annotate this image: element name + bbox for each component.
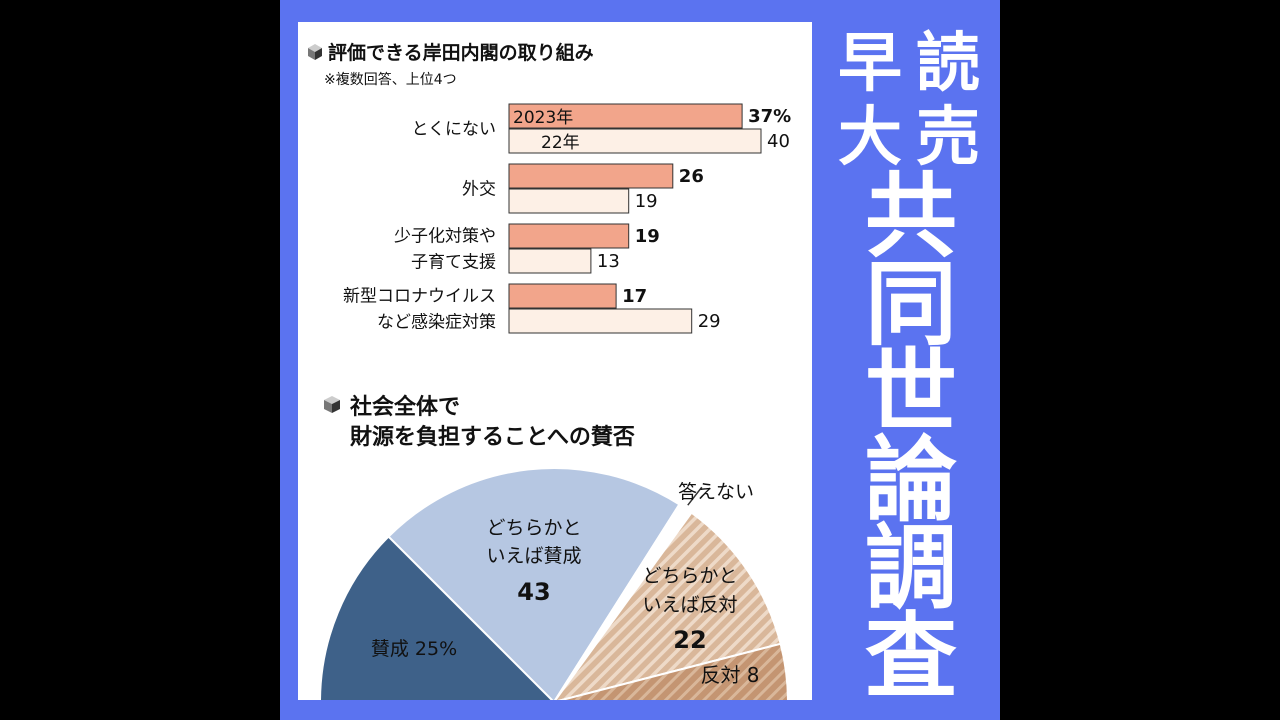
bar-2023-3	[508, 223, 630, 249]
bar-chart-title: 評価できる岸田内閣の取り組み	[328, 41, 594, 64]
pie-label-4-line-2: いえば反対	[642, 594, 737, 616]
pie-slice-4	[554, 511, 782, 700]
pie-label-5: 反対 8	[700, 663, 759, 687]
value-label-2023-3: 19	[635, 226, 660, 247]
pie-title-line-1: 社会全体で	[350, 394, 460, 420]
pie-value-4: 22	[673, 626, 706, 654]
side-title: 早 読 大 売 共 同 世 論 調 査	[826, 22, 996, 710]
pie-callout-line	[687, 486, 703, 506]
pie-title-line-2: 財源を負担することへの賛否	[350, 424, 635, 450]
value-label-22-4: 29	[698, 311, 721, 332]
value-label-22-1: 40	[767, 131, 790, 152]
value-label-22-2: 19	[635, 191, 658, 212]
bar-title-icon	[308, 44, 322, 60]
pie-label-2-line-1: どちらかと	[486, 517, 581, 539]
pie-slice-1	[319, 535, 554, 700]
series-label-2023: 2023年	[513, 108, 573, 128]
pie-label-3: 答えない	[678, 481, 754, 503]
side-title-char-9: 調	[864, 515, 957, 622]
bar-22-2	[508, 188, 630, 214]
bar-chart-subtitle: ※複数回答、上位4つ	[324, 71, 457, 88]
category-label-4-line-1: 新型コロナウイルス	[343, 287, 496, 307]
bar-2023-4	[508, 283, 617, 309]
value-label-2023-2: 26	[679, 166, 704, 187]
category-label-3-line-2: 子育て支援	[411, 253, 496, 273]
side-title-char-5: 共	[864, 163, 957, 270]
bar-22-3	[508, 248, 592, 274]
pie-label-4-line-1: どちらかと	[642, 565, 737, 587]
category-label-2-line-1: 外交	[462, 180, 496, 200]
value-label-2023-1: 37%	[748, 106, 791, 127]
category-label-4-line-2: など感染症対策	[377, 313, 496, 333]
bar-22-4	[508, 308, 693, 334]
side-title-char-10: 査	[864, 603, 957, 710]
pie-slice-2	[387, 467, 681, 700]
side-title-char-1: 早	[838, 27, 902, 101]
side-title-char-8: 論	[864, 427, 957, 534]
pie-label-1: 賛成 25%	[371, 638, 457, 660]
side-title-char-2: 読	[916, 27, 980, 101]
side-title-char-7: 世	[864, 339, 957, 446]
pie-slice-5	[557, 642, 789, 700]
category-label-3-line-1: 少子化対策や	[394, 227, 496, 247]
category-label-1-line-1: とくにない	[412, 120, 497, 140]
side-title-char-6: 同	[864, 251, 957, 358]
side-title-char-4: 売	[916, 101, 980, 175]
value-label-22-3: 13	[597, 251, 620, 272]
side-title-char-3: 大	[838, 101, 902, 175]
series-label-22: 22年	[541, 133, 580, 153]
pie-chart: 社会全体で 財源を負担することへの賛否 賛成 25%どちらかといえば賛成43答え…	[319, 394, 789, 700]
infographic-panel: 評価できる岸田内閣の取り組み ※複数回答、上位4つ とくにない 37% 2023年 4…	[298, 22, 812, 700]
bar-2023-1	[508, 103, 743, 129]
pie-label-2-line-2: いえば賛成	[486, 545, 581, 567]
bar-22-1	[508, 128, 762, 154]
pie-title-icon	[324, 396, 340, 413]
pie-value-2: 43	[517, 578, 550, 606]
bar-chart: 評価できる岸田内閣の取り組み ※複数回答、上位4つ とくにない 37% 2023年 4…	[308, 41, 791, 334]
value-label-2023-4: 17	[622, 286, 647, 307]
bar-2023-2	[508, 163, 674, 189]
